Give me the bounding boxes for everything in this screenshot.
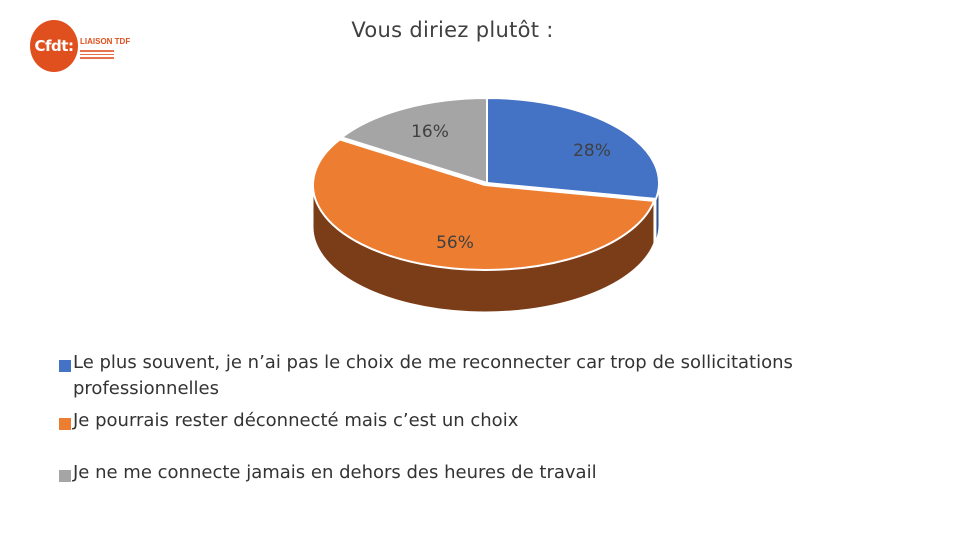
cfdt-logo: Cfdt: LIAISON TDF: [30, 20, 140, 80]
chart-title: Vous diriez plutôt :: [351, 18, 554, 42]
logo-fine-print: [80, 50, 114, 61]
pie-slice-3: [340, 97, 488, 184]
chart-legend: Le plus souvent, je n’ai pas le choix de…: [58, 350, 878, 486]
slice-percent-label-2: 56%: [436, 233, 474, 253]
legend-swatch-3: [59, 470, 71, 482]
pie-slice-2: [312, 138, 655, 272]
legend-item-3: Je ne me connecte jamais en dehors des h…: [58, 460, 878, 486]
legend-label-2: Je pourrais rester déconnecté mais c’est…: [73, 410, 519, 431]
legend-label-3: Je ne me connecte jamais en dehors des h…: [73, 462, 597, 483]
legend-swatch-1: [59, 360, 71, 372]
pie-slice-1: [486, 97, 660, 200]
legend-item-2: Je pourrais rester déconnecté mais c’est…: [58, 408, 878, 434]
legend-item-1: Le plus souvent, je n’ai pas le choix de…: [58, 350, 878, 402]
slice-percent-label-3: 16%: [411, 122, 449, 142]
logo-subtitle: LIAISON TDF: [80, 37, 131, 46]
logo-mark: Cfdt:: [30, 20, 78, 72]
slice-percent-label-1: 28%: [573, 141, 611, 161]
legend-swatch-2: [59, 418, 71, 430]
legend-label-1: Le plus souvent, je n’ai pas le choix de…: [73, 352, 793, 399]
